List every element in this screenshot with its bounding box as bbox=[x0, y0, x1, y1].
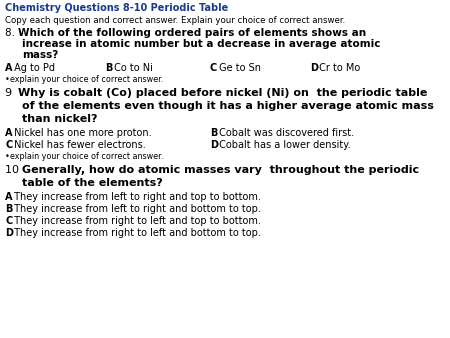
Text: •explain your choice of correct answer.: •explain your choice of correct answer. bbox=[5, 152, 163, 161]
Text: B: B bbox=[105, 63, 112, 73]
Text: Cr to Mo: Cr to Mo bbox=[316, 63, 360, 73]
Text: table of the elements?: table of the elements? bbox=[22, 178, 163, 188]
Text: mass?: mass? bbox=[22, 50, 58, 60]
Text: Ge to Sn: Ge to Sn bbox=[216, 63, 261, 73]
Text: 10: 10 bbox=[5, 165, 23, 175]
Text: 8.: 8. bbox=[5, 28, 18, 38]
Text: B: B bbox=[210, 128, 217, 138]
Text: 9: 9 bbox=[5, 88, 16, 98]
Text: A: A bbox=[5, 63, 13, 73]
Text: •explain your choice of correct answer.: •explain your choice of correct answer. bbox=[5, 75, 163, 84]
Text: Generally, how do atomic masses vary  throughout the periodic: Generally, how do atomic masses vary thr… bbox=[22, 165, 419, 175]
Text: Ag to Pd: Ag to Pd bbox=[11, 63, 55, 73]
Text: They increase from left to right and bottom to top.: They increase from left to right and bot… bbox=[11, 204, 261, 214]
Text: Why is cobalt (Co) placed before nickel (Ni) on  the periodic table: Why is cobalt (Co) placed before nickel … bbox=[18, 88, 427, 98]
Text: Copy each question and correct answer. Explain your choice of correct answer.: Copy each question and correct answer. E… bbox=[5, 16, 345, 25]
Text: C: C bbox=[5, 140, 12, 150]
Text: increase in atomic number but a decrease in average atomic: increase in atomic number but a decrease… bbox=[22, 39, 381, 49]
Text: They increase from left to right and top to bottom.: They increase from left to right and top… bbox=[11, 192, 261, 202]
Text: Cobalt was discovered first.: Cobalt was discovered first. bbox=[216, 128, 354, 138]
Text: Cobalt has a lower density.: Cobalt has a lower density. bbox=[216, 140, 351, 150]
Text: D: D bbox=[210, 140, 218, 150]
Text: They increase from right to left and bottom to top.: They increase from right to left and bot… bbox=[11, 228, 261, 238]
Text: D: D bbox=[5, 228, 13, 238]
Text: of the elements even though it has a higher average atomic mass: of the elements even though it has a hig… bbox=[22, 101, 434, 111]
Text: A: A bbox=[5, 128, 13, 138]
Text: They increase from right to left and top to bottom.: They increase from right to left and top… bbox=[11, 216, 261, 226]
Text: A: A bbox=[5, 192, 13, 202]
Text: Nickel has fewer electrons.: Nickel has fewer electrons. bbox=[11, 140, 146, 150]
Text: Nickel has one more proton.: Nickel has one more proton. bbox=[11, 128, 152, 138]
Text: B: B bbox=[5, 204, 13, 214]
Text: Which of the following ordered pairs of elements shows an: Which of the following ordered pairs of … bbox=[18, 28, 366, 38]
Text: D: D bbox=[310, 63, 318, 73]
Text: C: C bbox=[5, 216, 12, 226]
Text: than nickel?: than nickel? bbox=[22, 114, 98, 124]
Text: Co to Ni: Co to Ni bbox=[111, 63, 153, 73]
Text: Chemistry Questions 8-10 Periodic Table: Chemistry Questions 8-10 Periodic Table bbox=[5, 3, 228, 13]
Text: C: C bbox=[210, 63, 217, 73]
